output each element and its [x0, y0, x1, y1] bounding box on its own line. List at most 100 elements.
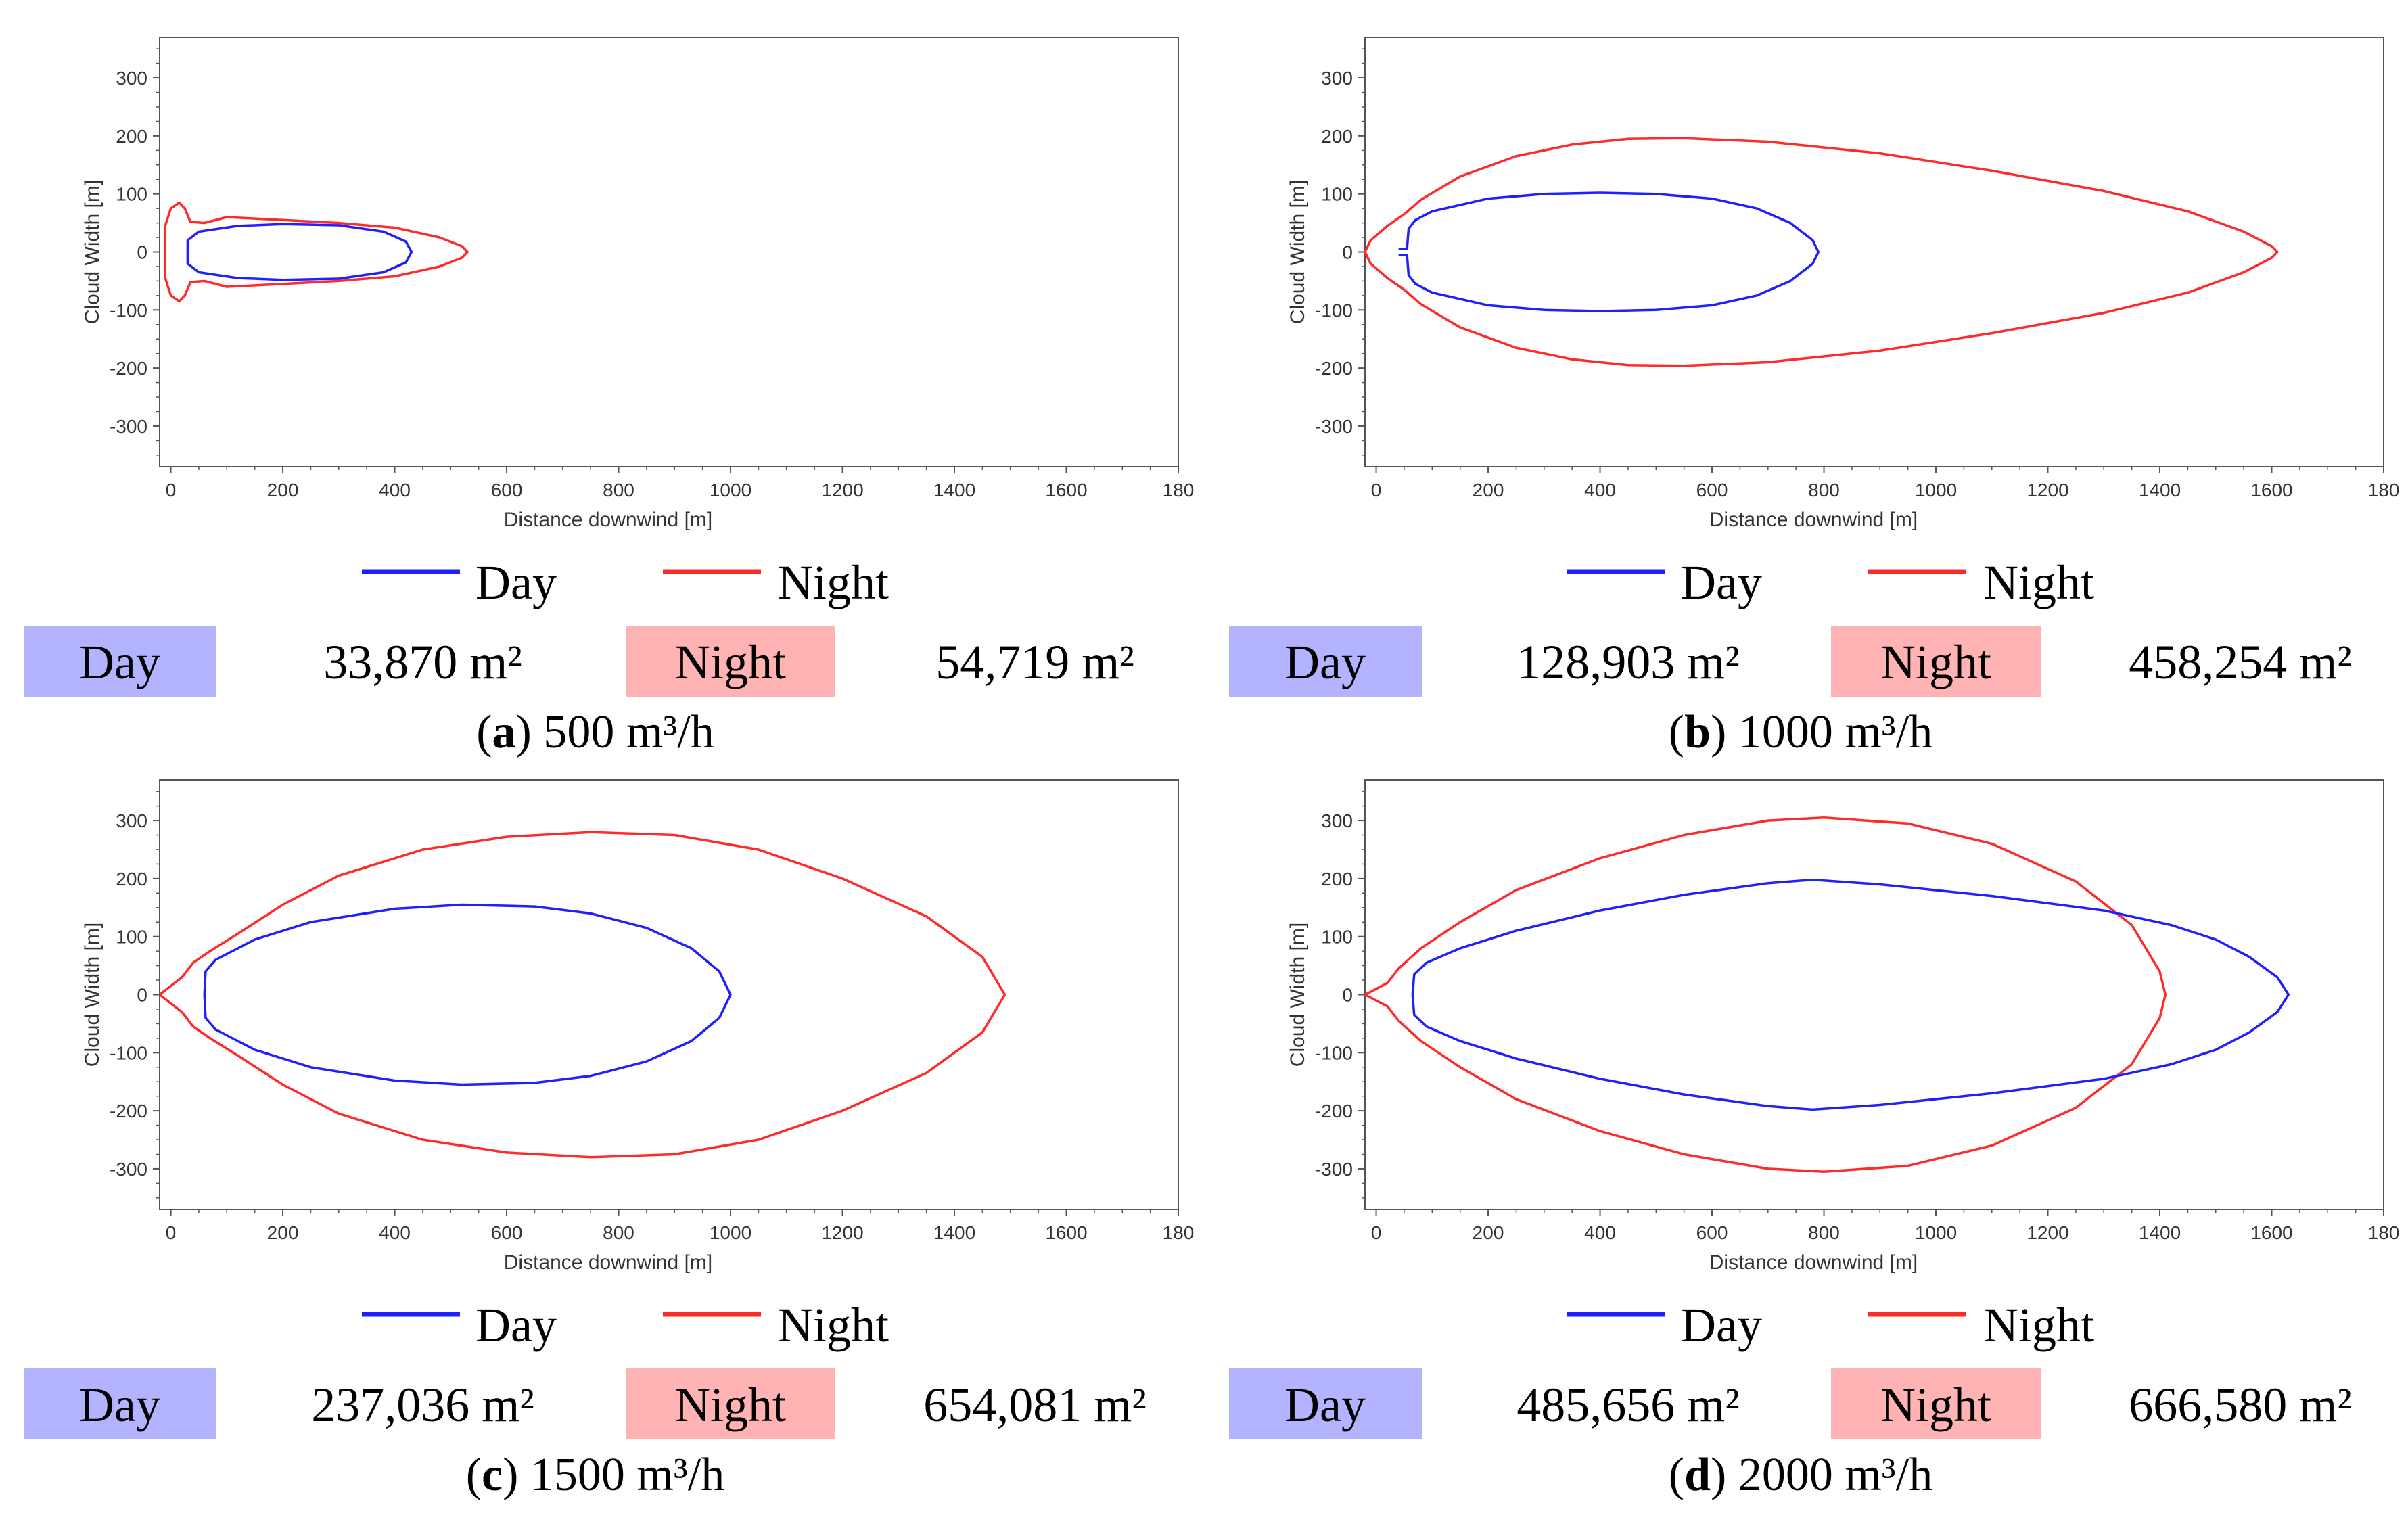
night-box	[1831, 626, 2041, 697]
y-tick-label: 100	[1321, 927, 1353, 948]
day-area-value: 128,903 m²	[1516, 635, 1740, 689]
series-day-contour	[1411, 878, 2290, 1111]
x-tick-label: 200	[1473, 1222, 1504, 1243]
y-tick-label: -300	[1315, 1159, 1353, 1180]
caption-paren-close: )	[1711, 706, 1726, 758]
x-tick-label: 1000	[710, 480, 751, 501]
x-tick-label: 1400	[2139, 480, 2181, 501]
y-tick-label: 100	[116, 927, 147, 948]
x-tick-label: 1000	[710, 1222, 751, 1243]
caption-paren-close: )	[1711, 1449, 1726, 1501]
series-night-contour	[158, 831, 1006, 1159]
y-tick-label: -300	[110, 1159, 147, 1180]
x-axis-label: Distance downwind [m]	[1709, 1251, 1918, 1274]
x-tick-label: 0	[166, 1222, 177, 1243]
x-tick-label: 1600	[2250, 480, 2292, 501]
x-axis-label: Distance downwind [m]	[1709, 509, 1918, 531]
x-tick-label: 600	[491, 480, 523, 501]
plot-frame	[1364, 779, 2384, 1210]
x-tick-label: 1200	[821, 1222, 863, 1243]
y-axis-label: Cloud Width [m]	[81, 923, 103, 1067]
x-tick-label: 600	[491, 1222, 523, 1243]
night-box-label: Night	[1880, 635, 1991, 689]
legend-night-label: Night	[1983, 1298, 2094, 1352]
y-tick-label: 200	[1321, 126, 1353, 147]
y-tick-label: 0	[1342, 985, 1353, 1006]
x-tick-label: 180	[1163, 480, 1195, 501]
x-tick-label: 1400	[2139, 1222, 2181, 1243]
caption-paren-open: (	[466, 1449, 482, 1501]
x-tick-label: 400	[1584, 1222, 1616, 1243]
y-tick-label: 300	[116, 68, 147, 89]
night-box-label: Night	[675, 635, 786, 689]
caption-paren-close: )	[503, 1449, 518, 1501]
x-tick-label: 1000	[1915, 1222, 1957, 1243]
y-axis-label: Cloud Width [m]	[1287, 180, 1309, 324]
x-tick-label: 200	[1473, 480, 1504, 501]
day-box-label: Day	[1284, 1378, 1366, 1432]
x-tick-label: 600	[1696, 480, 1728, 501]
night-box-label: Night	[1880, 1378, 1991, 1432]
day-box-label: Day	[79, 635, 160, 689]
day-area-value: 33,870 m²	[323, 635, 522, 689]
x-tick-label: 0	[1371, 1222, 1382, 1243]
x-tick-label: 0	[1371, 480, 1382, 501]
legend-day-label: Day	[476, 1298, 557, 1352]
x-tick-label: 1200	[2027, 480, 2068, 501]
x-tick-label: 1000	[1915, 480, 1957, 501]
x-tick-label: 180	[2368, 1222, 2400, 1243]
series-night-contour	[164, 201, 469, 303]
plot-frame	[159, 37, 1179, 467]
caption-paren-open: (	[1669, 706, 1684, 758]
x-tick-label: 180	[2368, 480, 2400, 501]
x-tick-label: 400	[1584, 480, 1616, 501]
y-tick-label: -200	[1315, 1101, 1353, 1121]
series-night-contour	[1364, 816, 2167, 1173]
x-tick-label: 1600	[1045, 1222, 1087, 1243]
night-box	[626, 626, 835, 697]
night-area-value: 654,081 m²	[923, 1378, 1147, 1432]
day-box	[1229, 1368, 1422, 1439]
x-axis-label: Distance downwind [m]	[504, 509, 712, 531]
y-tick-label: 200	[1321, 869, 1353, 889]
caption-rate: 1500 m³/h	[518, 1449, 724, 1501]
y-axis-label: Cloud Width [m]	[81, 180, 103, 324]
y-tick-label: 100	[1321, 184, 1353, 205]
caption-letter: c	[482, 1449, 503, 1501]
legend-night-label: Night	[778, 555, 889, 609]
y-tick-label: 100	[116, 184, 147, 205]
plot-frame	[159, 779, 1179, 1210]
caption-rate: 2000 m³/h	[1726, 1449, 1932, 1501]
y-tick-label: -300	[110, 416, 147, 437]
y-tick-label: 0	[1342, 242, 1353, 263]
x-tick-label: 400	[379, 480, 411, 501]
day-area-value: 485,656 m²	[1516, 1378, 1740, 1432]
day-box	[24, 1368, 216, 1439]
night-box	[626, 1368, 835, 1439]
caption-paren-open: (	[476, 706, 492, 758]
day-box	[1229, 626, 1422, 697]
x-tick-label: 800	[1808, 480, 1840, 501]
x-tick-label: 1200	[821, 480, 863, 501]
x-tick-label: 400	[379, 1222, 411, 1243]
series-day-contour	[186, 223, 413, 281]
x-tick-label: 1600	[1045, 480, 1087, 501]
panel-caption: (d) 2000 m³/h	[1669, 1449, 1932, 1501]
y-tick-label: -200	[110, 1101, 147, 1121]
series-day-contour	[1398, 191, 1820, 312]
legend-day-label: Day	[1681, 555, 1762, 609]
y-tick-label: -100	[110, 300, 147, 321]
y-tick-label: 200	[116, 126, 147, 147]
x-tick-label: 1400	[933, 480, 975, 501]
y-tick-label: 0	[137, 242, 147, 263]
y-tick-label: -100	[1315, 300, 1353, 321]
night-box-label: Night	[675, 1378, 786, 1432]
x-tick-label: 1600	[2250, 1222, 2292, 1243]
day-box-label: Day	[1284, 635, 1366, 689]
day-area-value: 237,036 m²	[311, 1378, 534, 1432]
x-tick-label: 800	[603, 480, 634, 501]
